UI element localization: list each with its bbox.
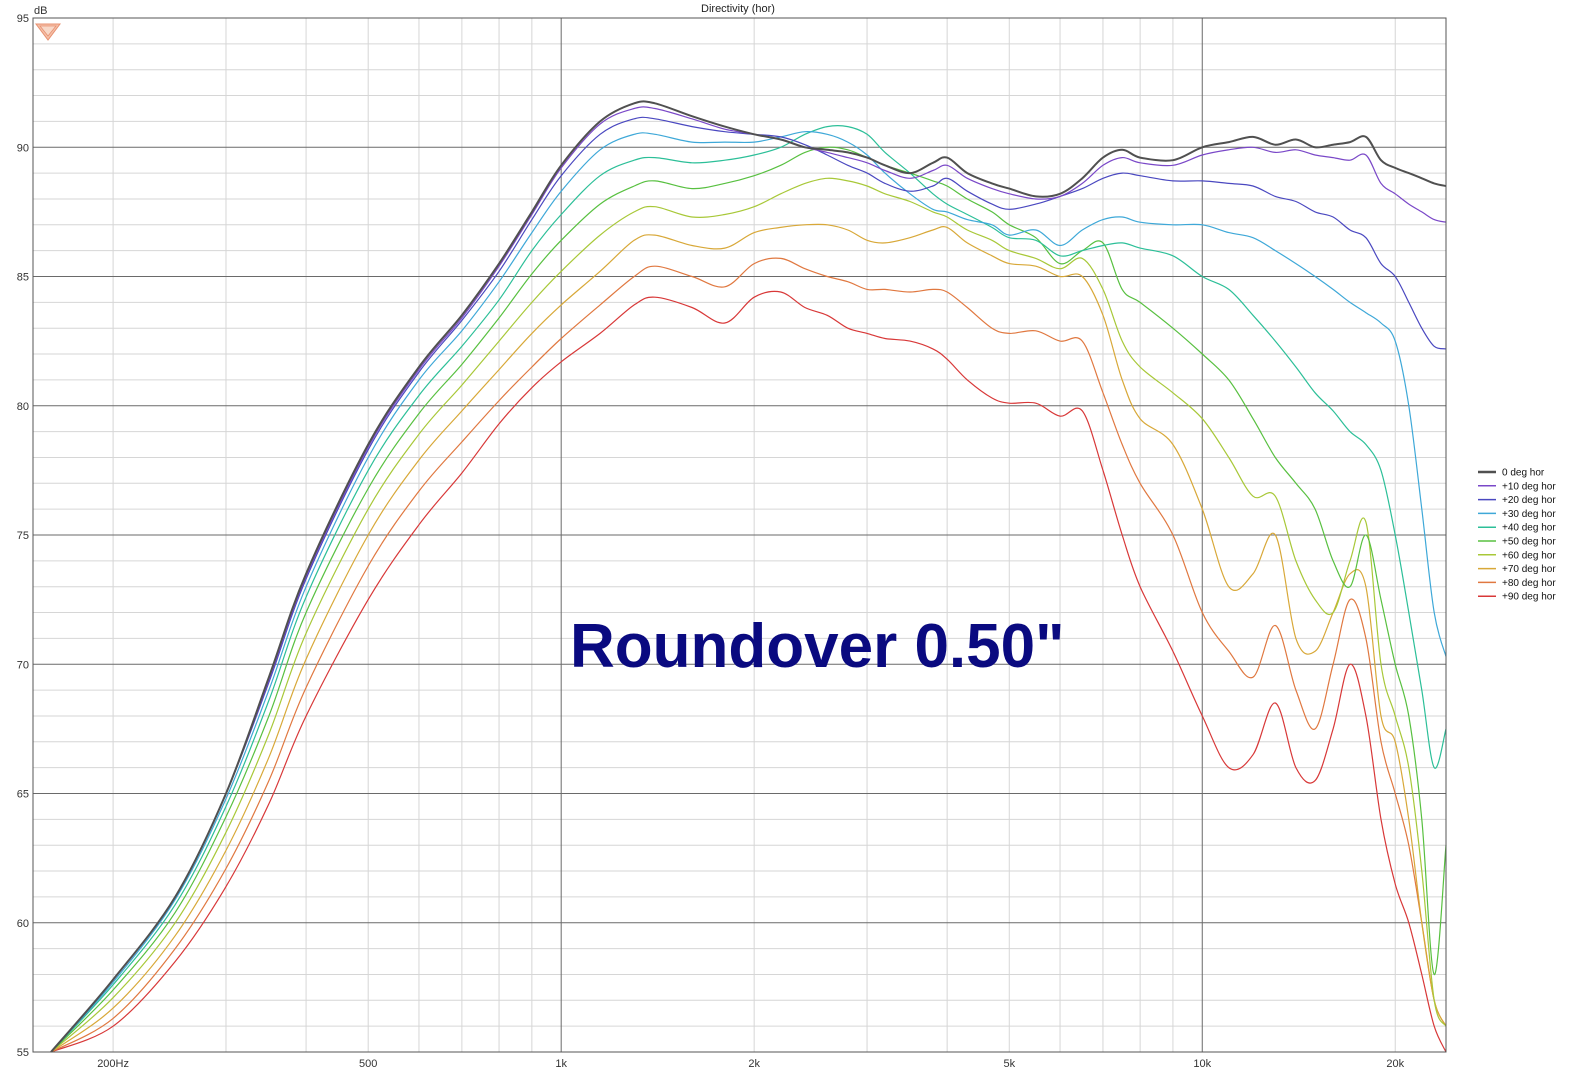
legend-label: +20 deg hor	[1502, 495, 1556, 506]
legend-label: 0 deg hor	[1502, 468, 1545, 479]
logo-icon	[35, 23, 61, 41]
series-line	[50, 131, 1447, 1053]
legend-label: +40 deg hor	[1502, 523, 1556, 534]
y-tick-label: 60	[17, 918, 29, 930]
legend-label: +60 deg hor	[1502, 550, 1556, 561]
series-line	[50, 177, 1447, 1053]
series-line	[50, 223, 1447, 1053]
series-lines	[50, 100, 1447, 1053]
y-tick-label: 75	[17, 530, 29, 542]
legend-label: +70 deg hor	[1502, 564, 1556, 575]
x-tick-label: 20k	[1386, 1058, 1404, 1070]
legend-label: +10 deg hor	[1502, 481, 1556, 492]
legend-label: +30 deg hor	[1502, 509, 1556, 520]
series-line	[50, 290, 1447, 1053]
y-tick-labels: 55 60 65 70 75 80 85 90 95	[17, 13, 29, 1059]
y-tick-label: 55	[17, 1047, 29, 1059]
series-line	[50, 106, 1447, 1053]
legend-label: +90 deg hor	[1502, 592, 1556, 603]
y-tick-label: 95	[17, 13, 29, 25]
x-tick-label: 1k	[555, 1058, 567, 1070]
legend-label: +50 deg hor	[1502, 537, 1556, 548]
series-line	[50, 146, 1447, 1053]
y-tick-label: 85	[17, 272, 29, 284]
y-tick-label: 80	[17, 401, 29, 413]
x-tick-label: 2k	[748, 1058, 760, 1070]
x-tick-label: 5k	[1003, 1058, 1015, 1070]
x-tick-label: 200Hz	[97, 1058, 129, 1070]
x-tick-labels: 200Hz 500 1k 2k 5k 10k 20k	[97, 1058, 1404, 1070]
chart-title: Directivity (hor)	[701, 3, 775, 15]
series-line	[50, 100, 1447, 1053]
y-axis-unit: dB	[34, 5, 47, 17]
roundover-annotation: Roundover 0.50"	[570, 612, 1065, 681]
plot-border	[32, 17, 1447, 1053]
series-line	[50, 257, 1447, 1053]
x-tick-label: 10k	[1193, 1058, 1211, 1070]
y-tick-label: 65	[17, 789, 29, 801]
legend: 0 deg hor +10 deg hor +20 deg hor +30 deg h…	[1478, 468, 1556, 603]
series-line	[50, 116, 1447, 1053]
y-tick-label: 70	[17, 659, 29, 671]
legend-label: +80 deg hor	[1502, 578, 1556, 589]
x-tick-label: 500	[359, 1058, 377, 1070]
y-tick-label: 90	[17, 142, 29, 154]
